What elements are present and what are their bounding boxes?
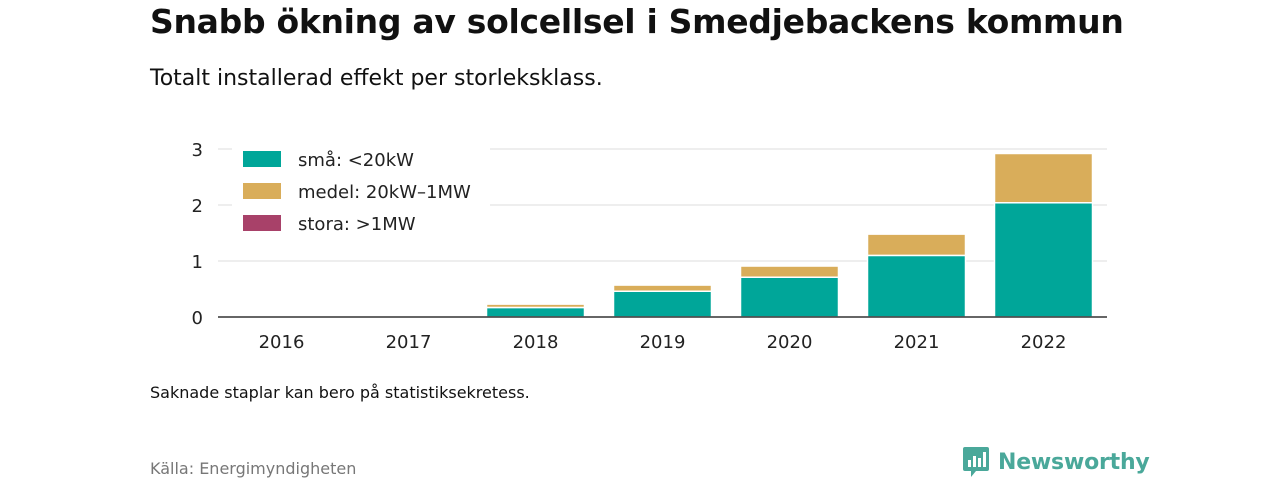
- bar-segment: [485, 306, 586, 318]
- stacked-bar-chart: 0 1 2 3 2016 2017 2018 2019 2020 2021 2022 små: <2…: [192, 140, 1107, 353]
- brand-logo: Newsworthy: [962, 446, 1150, 478]
- legend-swatch: [243, 151, 281, 167]
- x-tick-label: 2021: [894, 332, 940, 353]
- bar-segment: [993, 152, 1094, 204]
- legend-swatch: [243, 215, 281, 231]
- bar-segment: [612, 284, 713, 292]
- bar-segment: [739, 276, 840, 318]
- x-tick-label: 2016: [259, 332, 305, 353]
- x-tick-label: 2019: [640, 332, 686, 353]
- bar-segment: [866, 233, 967, 257]
- bar-segment: [612, 290, 713, 318]
- y-tick-label: 3: [192, 140, 203, 161]
- bar-segment: [866, 254, 967, 318]
- chart-title: Snabb ökning av solcellsel i Smedjebacke…: [150, 2, 1124, 41]
- chart-subtitle: Totalt installerad effekt per storlekskl…: [150, 66, 603, 91]
- brand-name: Newsworthy: [998, 449, 1150, 475]
- legend-label: stora: >1MW: [298, 214, 416, 235]
- y-tick-label: 1: [192, 252, 203, 273]
- bar-segment: [485, 303, 586, 309]
- x-tick-label: 2022: [1021, 332, 1067, 353]
- chart-note: Saknade staplar kan bero på statistiksek…: [150, 383, 530, 402]
- x-tick-label: 2018: [513, 332, 559, 353]
- legend-swatch: [243, 183, 281, 199]
- bar-segment: [739, 265, 840, 278]
- bar-segment: [993, 202, 1094, 318]
- source-credit: Källa: Energimyndigheten: [150, 459, 357, 478]
- x-tick-label: 2017: [386, 332, 432, 353]
- x-tick-label: 2020: [767, 332, 813, 353]
- newsworthy-logo-icon: [963, 447, 989, 477]
- legend-label: medel: 20kW–1MW: [298, 182, 471, 203]
- y-tick-label: 0: [192, 308, 203, 329]
- legend-label: små: <20kW: [298, 150, 414, 171]
- y-tick-label: 2: [192, 196, 203, 217]
